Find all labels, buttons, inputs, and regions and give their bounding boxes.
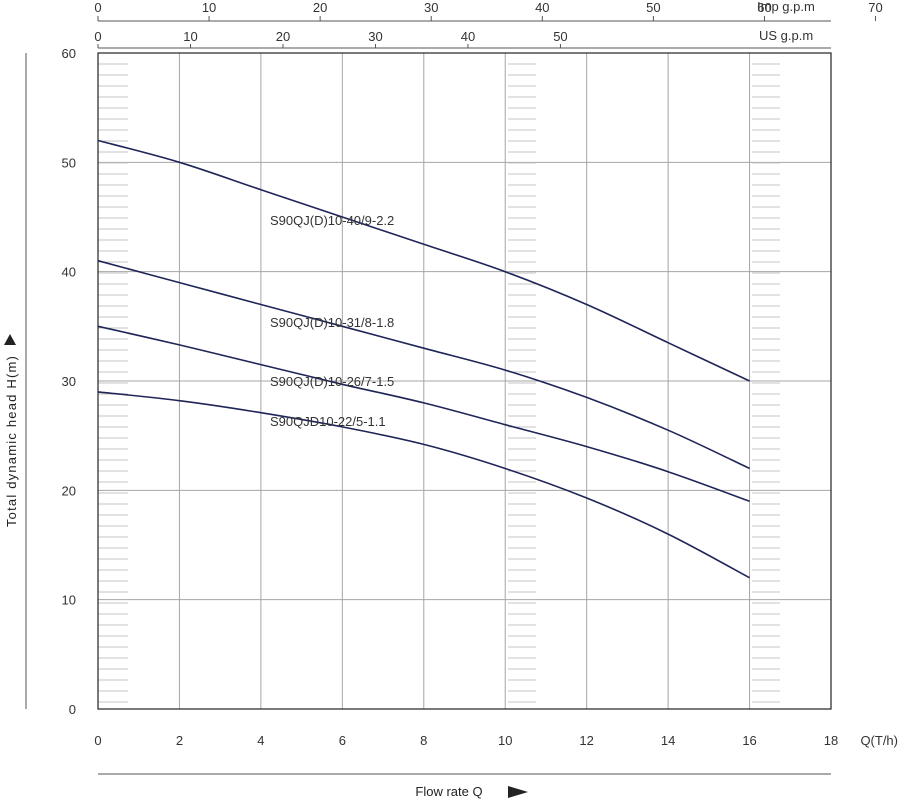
- top-axis-tick-label: 40: [461, 29, 475, 44]
- curve-labels: S90QJ(D)10-40/9-2.2 S90QJ(D)10-31/8-1.8 S9…: [270, 213, 394, 429]
- x-tick-label: 0: [94, 733, 101, 748]
- top-axis-tick-label: 20: [276, 29, 290, 44]
- series-line: [97, 259, 750, 470]
- series-label: S90QJ(D)10-31/8-1.8: [270, 315, 394, 330]
- top-axis-tick-label: 10: [183, 29, 197, 44]
- x-tick-label: 6: [339, 733, 346, 748]
- series-line: [97, 325, 750, 503]
- x-tick-label: 14: [661, 733, 675, 748]
- y-tick-label: 0: [69, 702, 76, 717]
- top-axis-tick-label: 50: [646, 0, 660, 15]
- y-axis-title: Total dynamic head H(m): [4, 355, 19, 527]
- grid-lines: [98, 53, 831, 709]
- axes: 0 2 4 6 8 10 12 14 16 18 0 10 20 30 40 50 60 0 10 20 30 40 50 6…: [25, 0, 883, 775]
- series-label: S90QJ(D)10-40/9-2.2: [270, 213, 394, 228]
- x-tick-label: 18: [824, 733, 838, 748]
- top-axis-tick-label: 0: [94, 0, 101, 15]
- series-line: [97, 139, 750, 382]
- x-axis-arrow-icon: [508, 786, 528, 798]
- top-axis-tick-label: 0: [94, 29, 101, 44]
- y-tick-label: 10: [62, 593, 76, 608]
- y-tick-label: 40: [62, 265, 76, 280]
- plot-frame: [97, 52, 832, 710]
- top-axis-tick-label: 30: [424, 0, 438, 15]
- curves: [97, 139, 750, 579]
- y-tick-label: 60: [62, 46, 76, 61]
- series-line: [97, 391, 750, 579]
- top-axis-tick-label: 20: [313, 0, 327, 15]
- series-label: S90QJD10-22/5-1.1: [270, 414, 386, 429]
- x-tick-label: 16: [742, 733, 756, 748]
- series-label: S90QJ(D)10-26/7-1.5: [270, 374, 394, 389]
- x-tick-label: 4: [257, 733, 264, 748]
- x-tick-label: 2: [176, 733, 183, 748]
- x-tick-label: 12: [579, 733, 593, 748]
- top-axis-tick-label: 40: [535, 0, 549, 15]
- x-tick-label: 10: [498, 733, 512, 748]
- x-axis-title: Flow rate Q: [415, 784, 482, 799]
- top-axis-tick-label: 10: [202, 0, 216, 15]
- x-tick-label: 8: [420, 733, 427, 748]
- scale-hatching: [98, 63, 780, 703]
- top-axis-tick-label: 70: [868, 0, 882, 15]
- y-tick-label: 30: [62, 374, 76, 389]
- y-axis-arrow-icon: [4, 334, 16, 345]
- top-axis-tick-label: 60: [757, 0, 771, 15]
- top-axis-tick-label: 50: [553, 29, 567, 44]
- x-unit-label: Q(T/h): [860, 733, 898, 748]
- y-tick-label: 20: [62, 483, 76, 498]
- us-gpm-unit-label: US g.p.m: [759, 28, 813, 43]
- top-axis-tick-label: 30: [368, 29, 382, 44]
- imp-gpm-unit-label: Imp g.p.m: [757, 0, 815, 14]
- y-tick-label: 50: [62, 155, 76, 170]
